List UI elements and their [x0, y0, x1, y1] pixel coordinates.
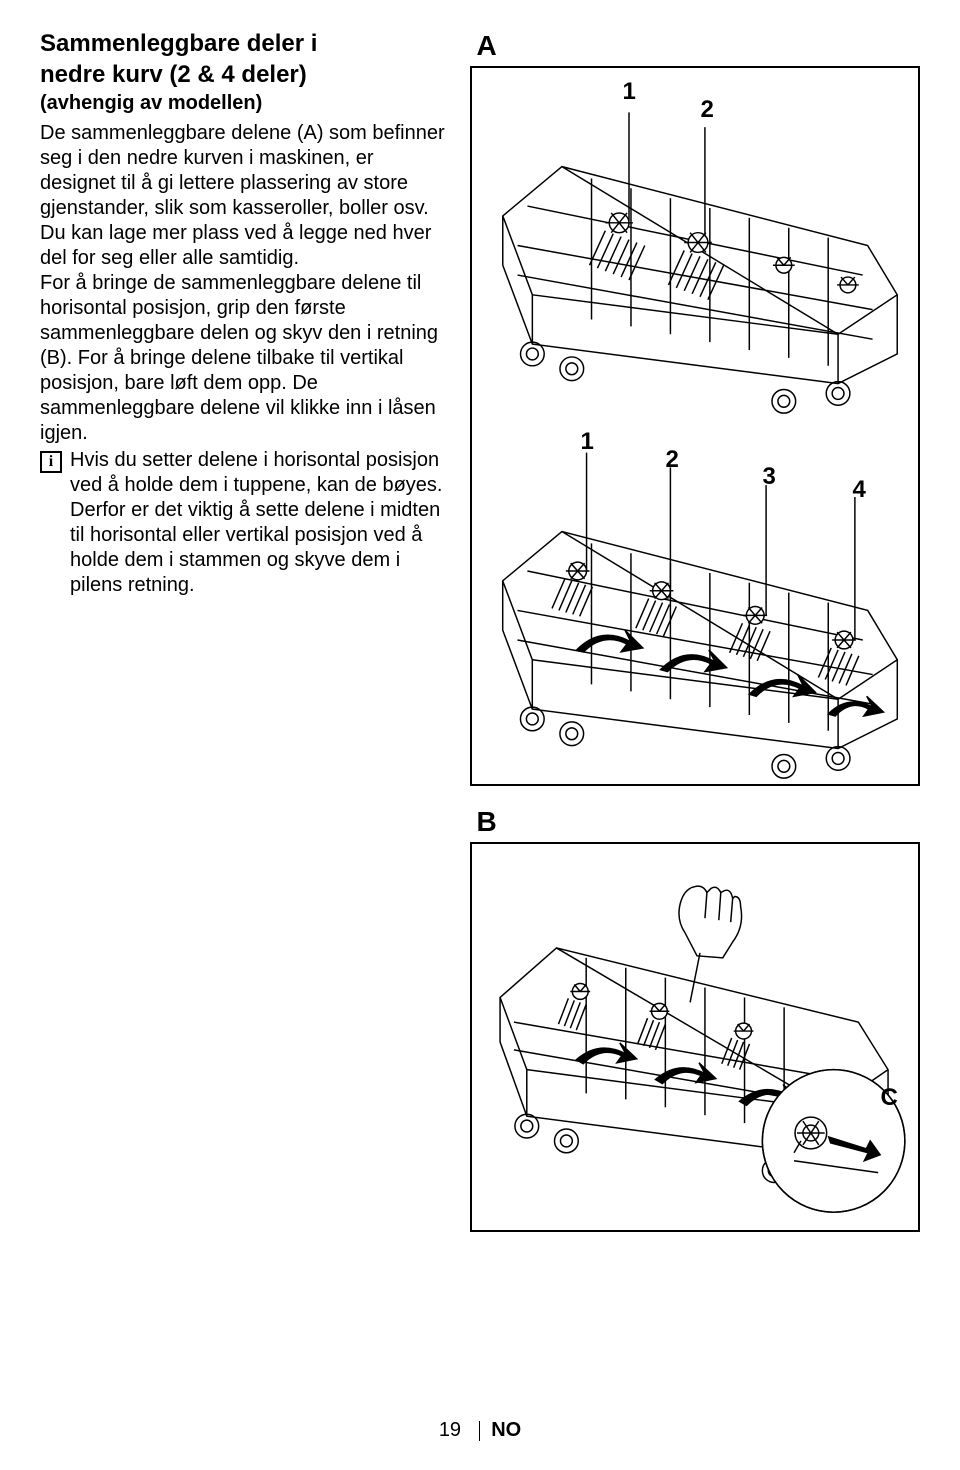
figures-column: A 1 2 1 2 3 4	[470, 30, 920, 1370]
basket-illustration-b	[472, 844, 928, 1230]
figure-a-block: A 1 2 1 2 3 4	[470, 30, 920, 786]
figure-a-label: A	[476, 30, 920, 62]
figure-b-frame: C	[470, 842, 920, 1232]
language-code: NO	[491, 1419, 521, 1441]
info-icon: i	[40, 451, 62, 473]
subtitle: (avhengig av modellen)	[40, 92, 450, 115]
paragraph-2: For å bringe de sammenleggbare delene ti…	[40, 271, 450, 446]
figure-b-label: B	[476, 806, 920, 838]
basket-illustration-top	[472, 68, 928, 423]
page-footer: 19 NO	[0, 1419, 960, 1442]
figure-a-frame: 1 2 1 2 3 4	[470, 66, 920, 786]
text-column: Sammenleggbare deler i nedre kurv (2 & 4…	[40, 30, 450, 1370]
note-text: Hvis du setter delene i horisontal posis…	[70, 448, 450, 598]
figure-b-block: B	[470, 806, 920, 1232]
footer-separator	[479, 1421, 480, 1441]
paragraph-1: De sammenleggbare delene (A) som befinne…	[40, 121, 450, 271]
heading-line1: Sammenleggbare deler i	[40, 30, 450, 59]
page-number: 19	[439, 1419, 461, 1442]
basket-illustration-bottom	[472, 423, 928, 788]
heading-line2: nedre kurv (2 & 4 deler)	[40, 61, 450, 90]
info-note: i Hvis du setter delene i horisontal pos…	[40, 448, 450, 598]
callout-c: C	[880, 1084, 897, 1112]
